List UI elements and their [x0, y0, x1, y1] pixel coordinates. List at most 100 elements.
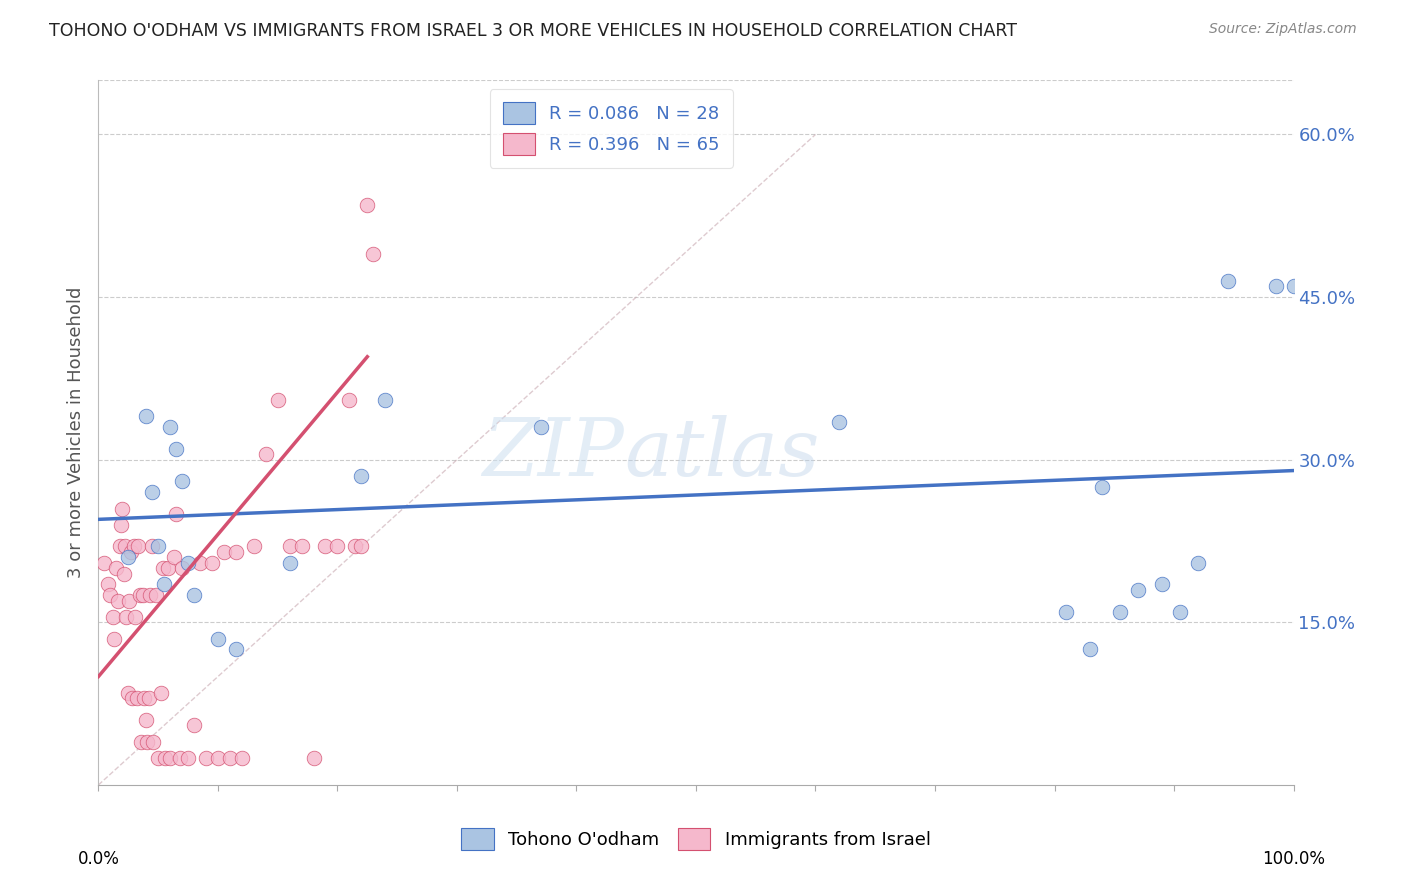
Point: [267, 393, 290, 408]
Point: [108, 540, 131, 554]
Point: [326, 540, 349, 554]
Point: [148, 540, 170, 554]
Text: TOHONO O'ODHAM VS IMMIGRANTS FROM ISRAEL 3 OR MORE VEHICLES IN HOUSEHOLD CORRELA: TOHONO O'ODHAM VS IMMIGRANTS FROM ISRAEL…: [49, 22, 1017, 40]
Point: [1056, 605, 1078, 619]
Point: [183, 718, 205, 732]
Point: [1109, 605, 1132, 619]
Point: [165, 507, 187, 521]
Point: [111, 501, 134, 516]
Point: [201, 556, 224, 570]
Point: [136, 734, 159, 748]
Point: [142, 734, 165, 748]
Point: [117, 550, 139, 565]
Point: [148, 751, 170, 765]
Point: [105, 561, 128, 575]
Text: 100.0%: 100.0%: [1263, 850, 1324, 868]
Point: [120, 545, 142, 559]
Point: [131, 734, 153, 748]
Point: [278, 556, 301, 570]
Point: [363, 246, 385, 260]
Point: [278, 540, 301, 554]
Point: [135, 409, 157, 424]
Point: [110, 517, 132, 532]
Point: [141, 485, 163, 500]
Point: [225, 545, 247, 559]
Point: [1091, 480, 1114, 494]
Point: [530, 420, 553, 434]
Point: [112, 566, 135, 581]
Point: [172, 475, 194, 489]
Point: [101, 610, 124, 624]
Point: [315, 540, 337, 554]
Point: [356, 198, 378, 212]
Point: [159, 420, 181, 434]
Point: [169, 751, 191, 765]
Point: [302, 751, 325, 765]
Point: [225, 642, 247, 657]
Point: [1128, 582, 1150, 597]
Point: [117, 686, 139, 700]
Point: [121, 691, 143, 706]
Text: 0.0%: 0.0%: [77, 850, 120, 868]
Point: [103, 632, 125, 646]
Point: [1187, 556, 1209, 570]
Point: [139, 588, 162, 602]
Point: [374, 393, 396, 408]
Point: [828, 415, 851, 429]
Point: [118, 593, 141, 607]
Point: [152, 561, 174, 575]
Point: [159, 751, 181, 765]
Text: atlas: atlas: [624, 415, 820, 492]
Point: [350, 540, 373, 554]
Point: [125, 691, 148, 706]
Point: [165, 442, 187, 456]
Point: [177, 556, 200, 570]
Point: [149, 686, 172, 700]
Point: [1264, 279, 1286, 293]
Point: [114, 540, 136, 554]
Point: [1080, 642, 1102, 657]
Point: [124, 610, 146, 624]
Point: [1216, 274, 1239, 288]
Point: [127, 540, 149, 554]
Point: [163, 550, 186, 565]
Point: [145, 588, 167, 602]
Point: [254, 447, 277, 461]
Point: [177, 751, 200, 765]
Point: [183, 588, 205, 602]
Point: [172, 561, 194, 575]
Point: [107, 593, 129, 607]
Point: [129, 588, 152, 602]
Point: [153, 577, 176, 591]
Point: [212, 545, 235, 559]
Point: [243, 540, 266, 554]
Text: ZIP: ZIP: [482, 415, 624, 492]
Point: [291, 540, 314, 554]
Point: [141, 540, 163, 554]
Text: Source: ZipAtlas.com: Source: ZipAtlas.com: [1209, 22, 1357, 37]
Point: [93, 556, 115, 570]
Point: [207, 632, 229, 646]
Y-axis label: 3 or more Vehicles in Household: 3 or more Vehicles in Household: [66, 287, 84, 578]
Point: [1152, 577, 1174, 591]
Point: [350, 469, 373, 483]
Point: [124, 540, 146, 554]
Point: [344, 540, 367, 554]
Point: [156, 561, 179, 575]
Legend: Tohono O'odham, Immigrants from Israel: Tohono O'odham, Immigrants from Israel: [450, 817, 942, 861]
Point: [1282, 279, 1305, 293]
Point: [188, 556, 211, 570]
Point: [98, 588, 122, 602]
Point: [207, 751, 229, 765]
Point: [339, 393, 361, 408]
Point: [1168, 605, 1191, 619]
Point: [138, 691, 160, 706]
Point: [135, 713, 157, 727]
Point: [131, 588, 153, 602]
Point: [195, 751, 218, 765]
Point: [115, 610, 138, 624]
Point: [132, 691, 155, 706]
Point: [155, 751, 177, 765]
Point: [231, 751, 253, 765]
Point: [219, 751, 242, 765]
